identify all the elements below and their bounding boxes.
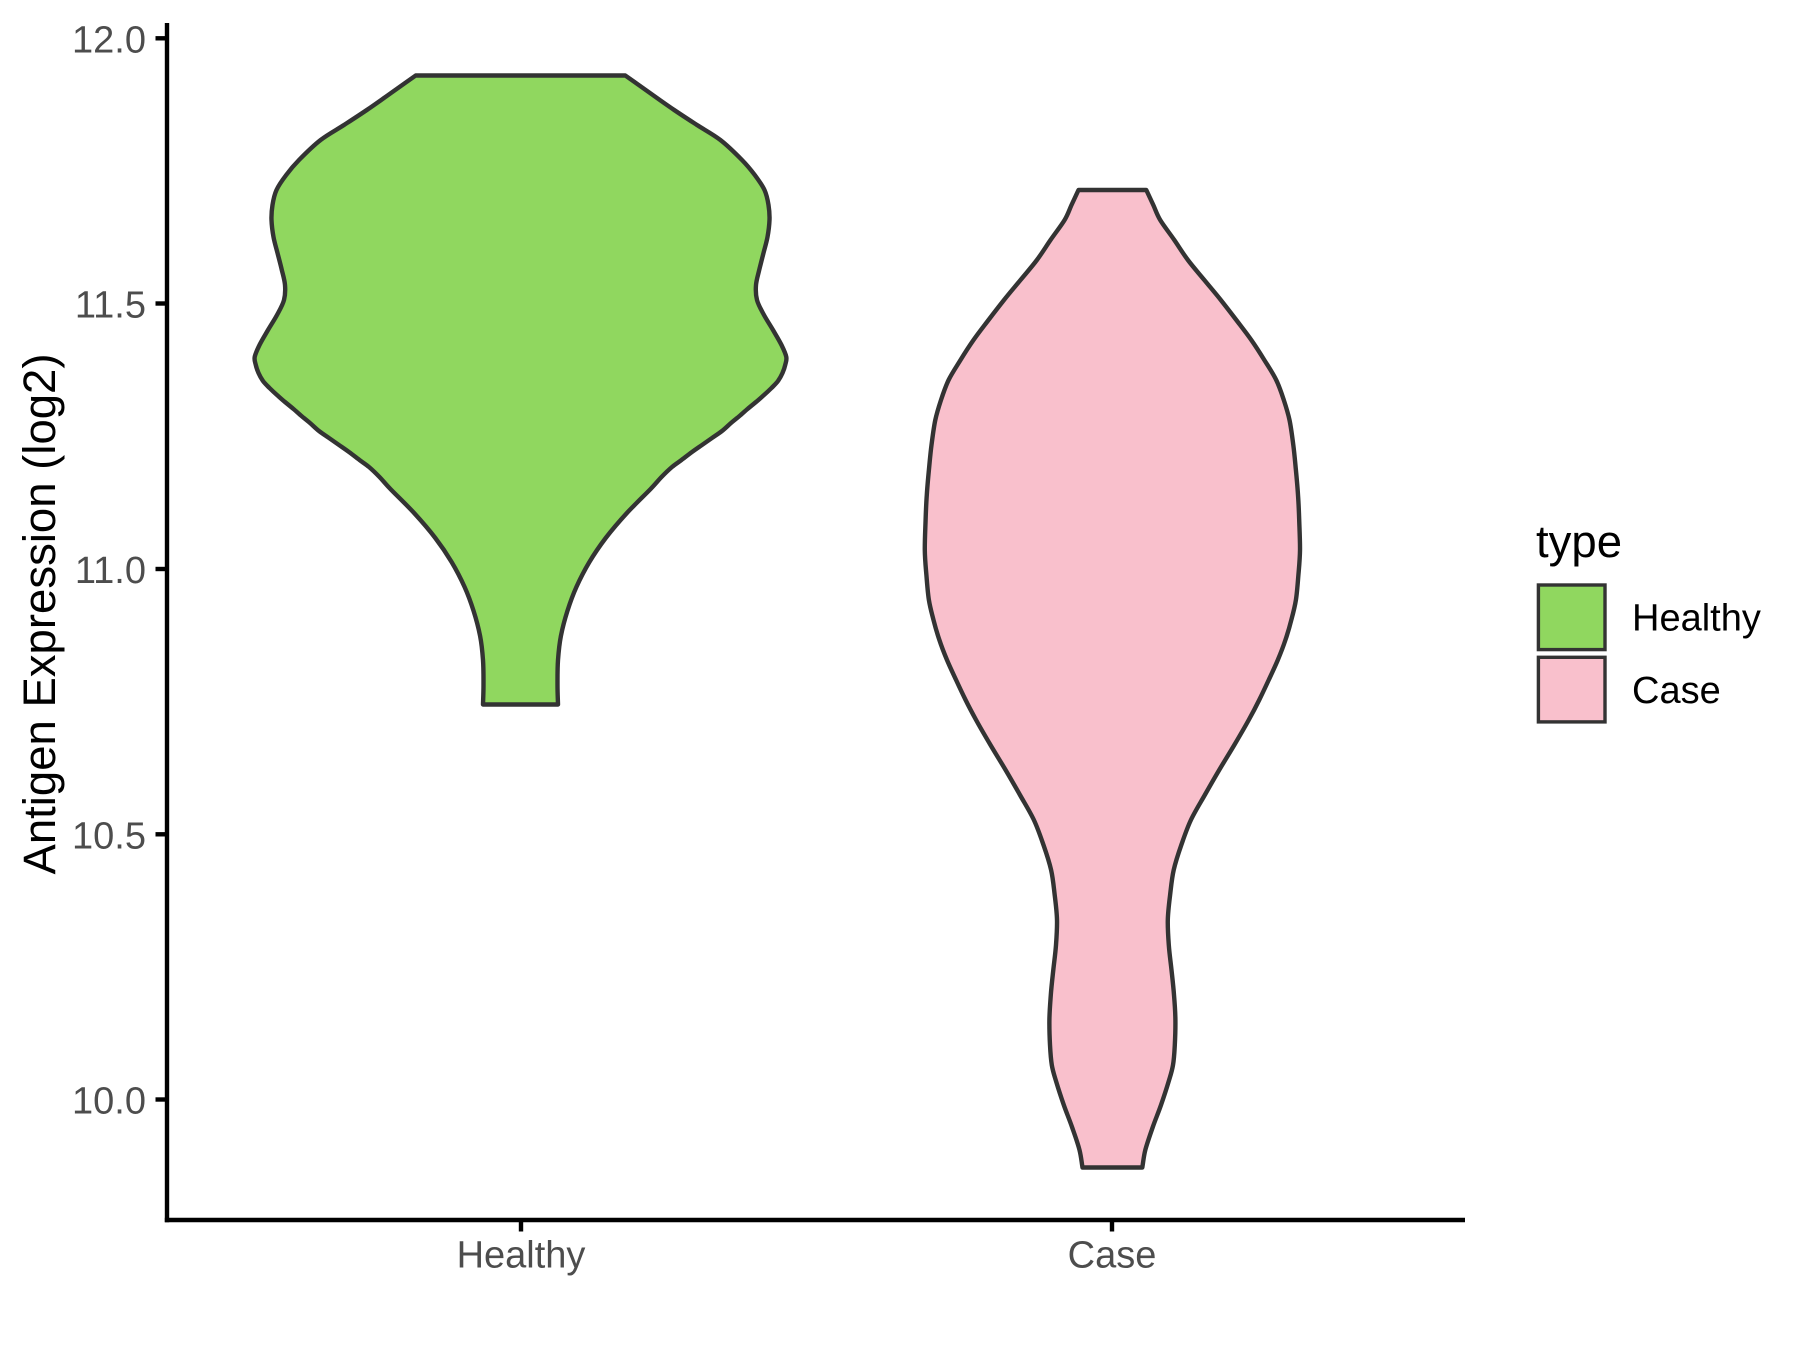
svg-text:Antigen Expression (log2): Antigen Expression (log2) bbox=[14, 353, 65, 874]
svg-text:Healthy: Healthy bbox=[457, 1235, 586, 1277]
svg-text:12.0: 12.0 bbox=[72, 19, 146, 61]
svg-text:10.0: 10.0 bbox=[72, 1081, 146, 1123]
svg-text:11.5: 11.5 bbox=[75, 285, 146, 327]
svg-text:Case: Case bbox=[1068, 1235, 1157, 1277]
svg-text:Case: Case bbox=[1632, 670, 1721, 712]
svg-text:10.5: 10.5 bbox=[72, 815, 146, 857]
svg-text:type: type bbox=[1536, 516, 1622, 567]
svg-text:Healthy: Healthy bbox=[1632, 598, 1761, 640]
svg-text:11.0: 11.0 bbox=[75, 550, 146, 592]
